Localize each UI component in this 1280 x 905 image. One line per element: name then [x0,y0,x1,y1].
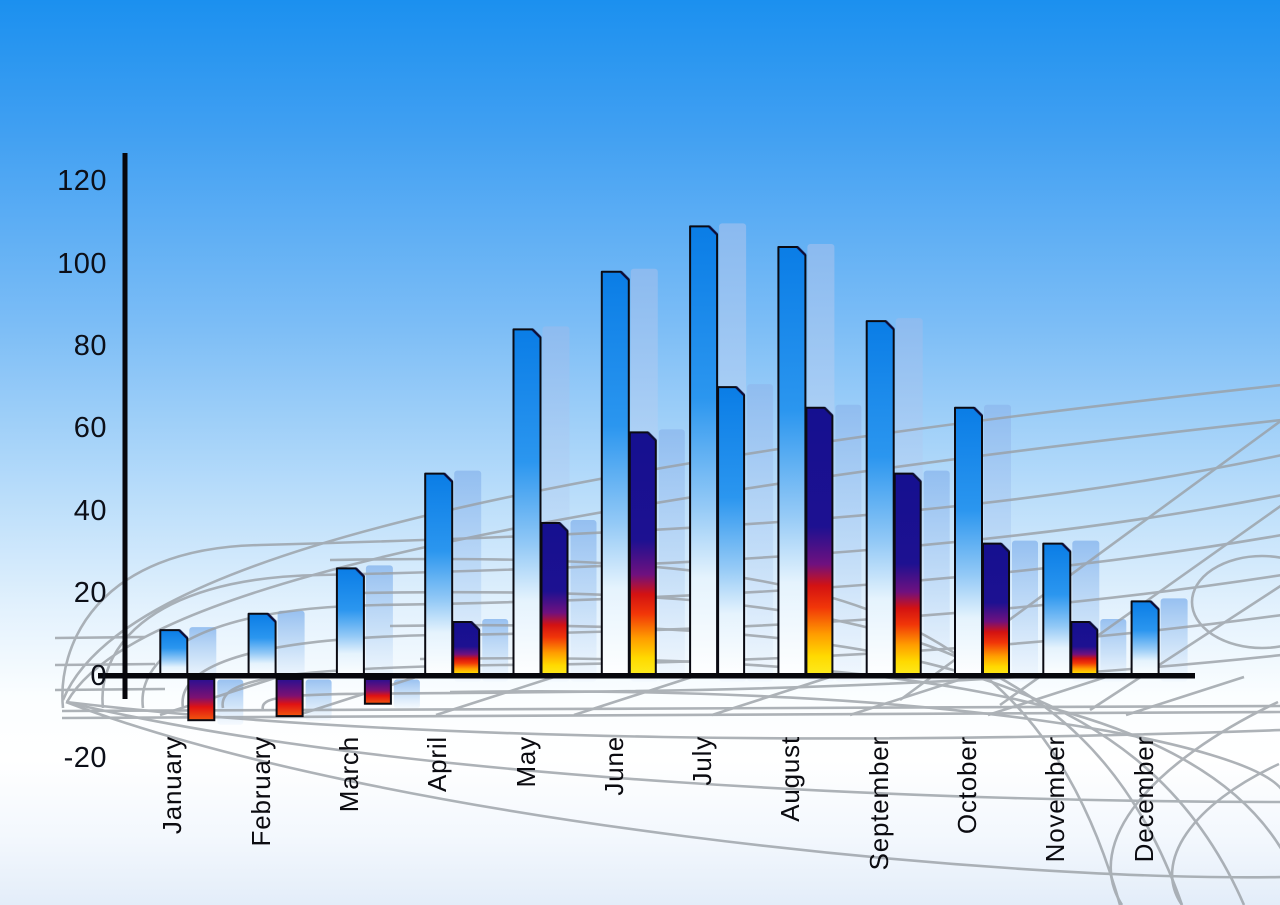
bar-february-primary [247,612,277,679]
bar-january-secondary [187,678,216,722]
bar-april-primary [424,472,454,679]
bar-may-primary [512,328,542,679]
bar-october-primary-bevel [972,406,984,417]
bar-january-primary-bevel [178,629,189,640]
y-tick-120: 120 [57,165,107,198]
bar-may-secondary [540,522,569,679]
bar-march-primary [335,567,365,679]
x-label-march: March [333,736,364,813]
bar-september-secondary-bevel [911,472,922,483]
bar-february-secondary [275,678,304,718]
bar-june-primary-bevel [619,270,630,281]
y-tick-20: 20 [73,577,107,610]
bar-august-secondary [805,406,834,679]
bar-march-primary-bevel [354,567,365,578]
bar-april-primary-bevel [443,472,454,483]
bar-september-primary-bevel [884,320,895,331]
bar-july-secondary-bevel [735,386,746,397]
y-tick-40: 40 [73,494,107,527]
bar-october-secondary-bevel [999,542,1011,553]
y-axis [122,153,128,699]
bar-july-primary-bevel [708,225,719,236]
x-label-january: January [157,736,188,835]
bar-october-secondary-shadow [1012,540,1038,682]
x-label-april: April [422,736,453,793]
bar-july-secondary [717,386,746,679]
x-label-december: December [1128,736,1159,863]
bar-june-secondary [628,431,657,679]
bar-october-secondary [982,542,1010,679]
bar-december-primary [1130,600,1160,679]
bar-november-secondary-bevel [1088,620,1099,632]
x-label-november: November [1040,736,1071,863]
x-label-june: June [598,736,629,796]
bar-june-secondary-bevel [646,431,657,442]
y-tick-0: 0 [90,659,107,692]
x-label-august: August [775,736,806,822]
bar-november-secondary [1070,620,1099,679]
x-label-july: July [687,736,718,786]
bar-may-primary-bevel [531,328,542,339]
bar-august-secondary-bevel [823,406,834,417]
x-label-may: May [510,736,541,788]
bar-march-secondary [363,678,392,705]
bar-march-primary-shadow [365,565,393,682]
bar-june-secondary-shadow [658,429,685,682]
x-label-february: February [245,736,276,847]
bar-may-secondary-bevel [558,521,569,533]
bar-november-primary [1042,542,1072,679]
bar-february-primary-bevel [266,612,277,623]
bar-september-secondary-shadow [923,470,950,682]
x-label-september: September [863,736,894,871]
y-tick-60: 60 [73,412,107,445]
bar-december-primary-bevel [1149,600,1160,611]
bar-november-primary-bevel [1061,542,1072,553]
bar-august-primary-bevel [796,245,807,257]
x-axis [98,673,1195,679]
y-tick-80: 80 [73,329,107,362]
y-tick-100: 100 [57,247,107,280]
bar-april-secondary [452,620,481,679]
x-label-october: October [952,736,982,835]
y-tick--20: -20 [63,741,107,774]
bar-april-secondary-bevel [470,620,481,632]
bar-january-primary [159,629,189,679]
bar-september-secondary [893,472,922,679]
